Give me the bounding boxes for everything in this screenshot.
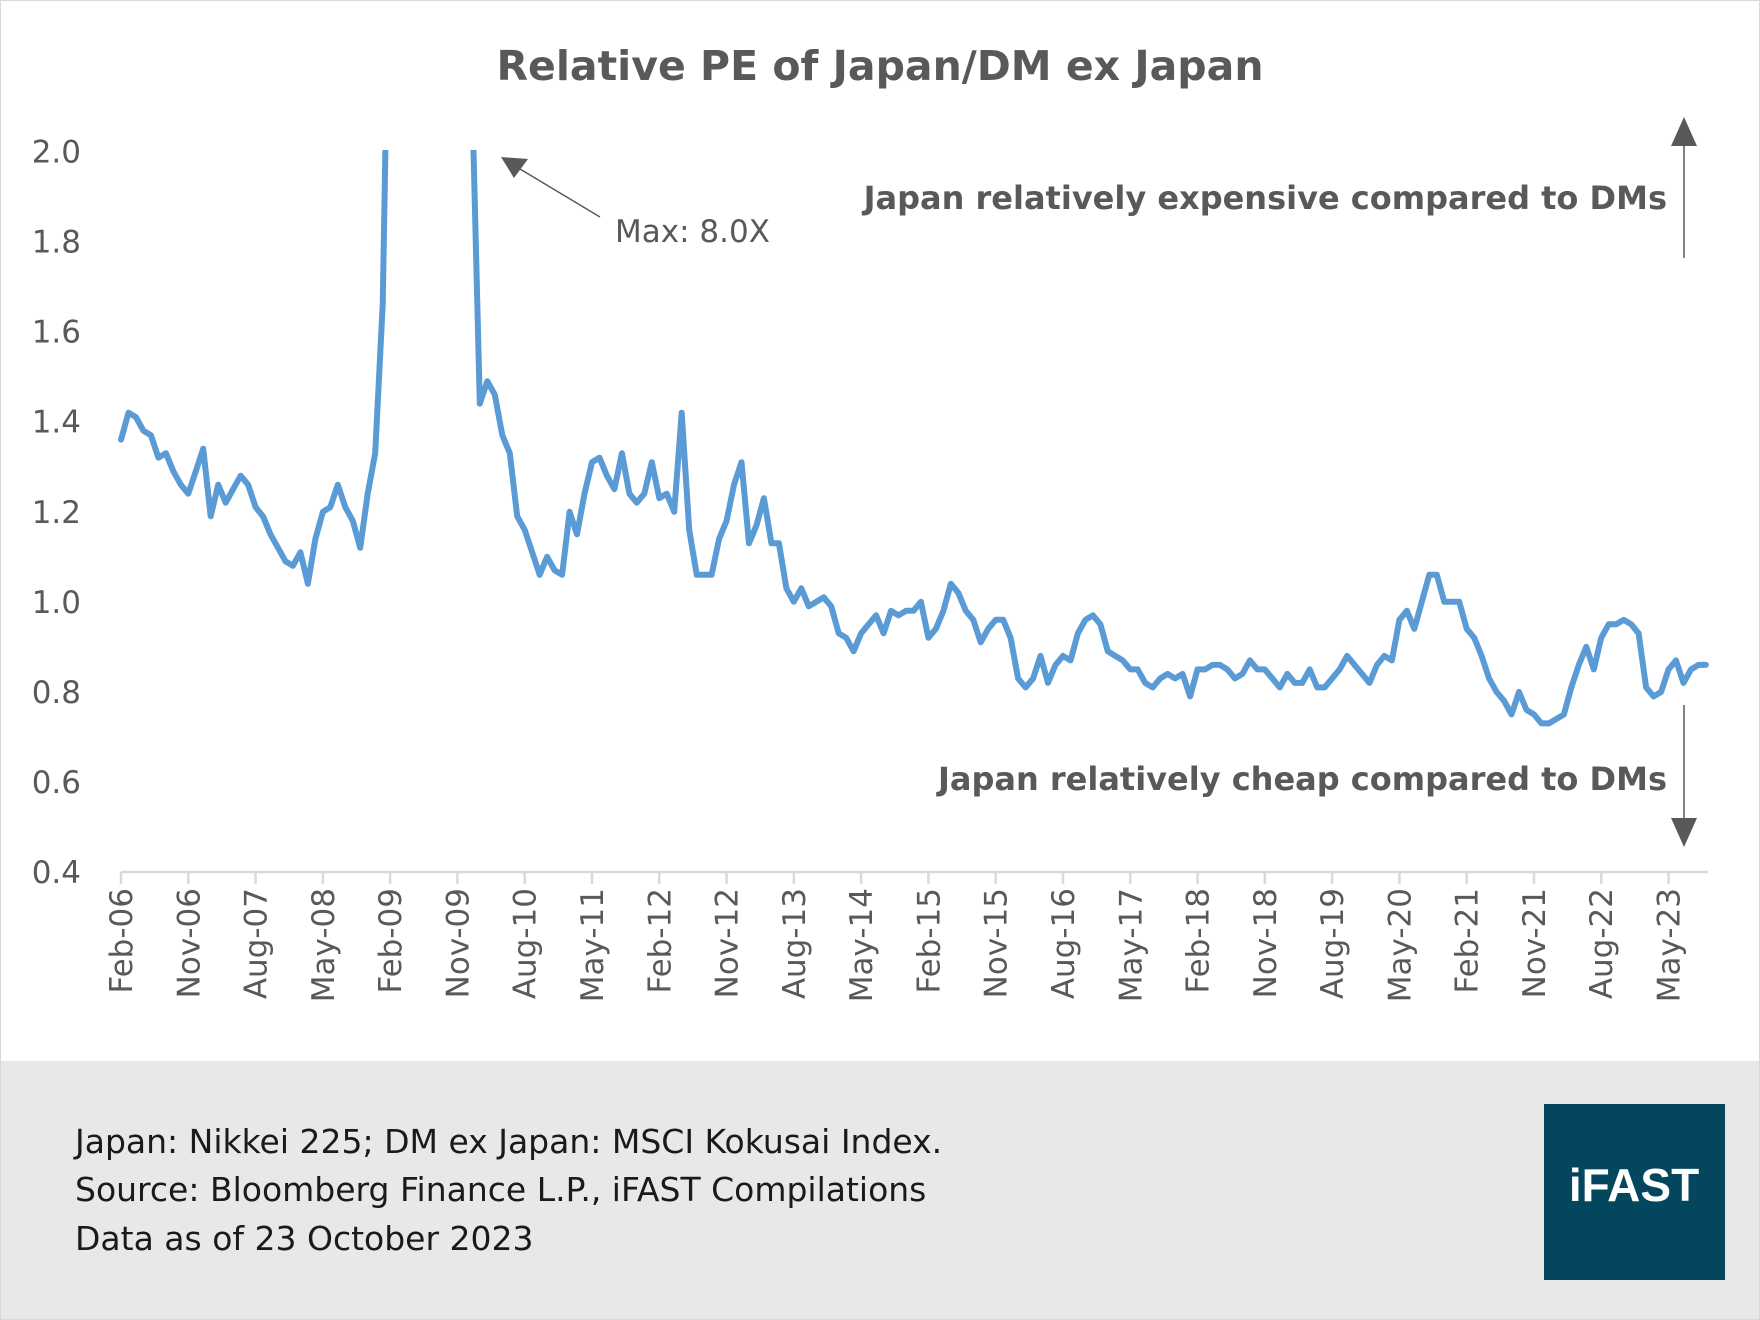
y-tick-label: 0.8 [32, 675, 81, 711]
ifast-logo: iFAST [1544, 1104, 1725, 1280]
down-arrow-icon [1671, 818, 1697, 847]
x-tick-label: Aug-16 [1046, 888, 1082, 999]
x-tick-label: Feb-09 [373, 888, 409, 994]
expensive-annotation: Japan relatively expensive compared to D… [862, 179, 1667, 217]
chart-title: Relative PE of Japan/DM ex Japan [496, 42, 1263, 90]
y-tick-label: 1.8 [32, 225, 81, 261]
y-tick-label: 1.2 [32, 495, 81, 531]
x-tick-label: Nov-15 [979, 888, 1015, 998]
x-tick-label: Nov-06 [171, 888, 207, 998]
x-tick-label: May-17 [1113, 888, 1149, 1002]
x-tick-label: Feb-06 [104, 888, 140, 994]
series-line-relative-pe [118, 150, 1709, 727]
y-tick-label: 1.4 [32, 405, 81, 441]
x-tick-label: Aug-22 [1584, 888, 1620, 999]
x-tick-label: Nov-12 [710, 888, 746, 998]
x-tick-label: Feb-21 [1450, 888, 1486, 994]
logo-text: iFAST [1569, 1159, 1699, 1211]
x-tick-label: Nov-18 [1248, 888, 1284, 998]
y-tick-label: 2.0 [32, 135, 81, 171]
x-tick-label: Nov-21 [1517, 888, 1553, 998]
footer-line-3: Data as of 23 October 2023 [75, 1219, 534, 1258]
x-tick-label: Aug-07 [239, 888, 275, 999]
x-tick-label: Aug-13 [777, 888, 813, 999]
x-tick-label: Feb-15 [911, 888, 947, 994]
x-tick-label: Feb-18 [1181, 888, 1217, 994]
y-tick-label: 0.4 [32, 855, 81, 891]
x-tick-label: May-20 [1382, 888, 1418, 1002]
cheap-annotation: Japan relatively cheap compared to DMs [936, 760, 1667, 798]
x-tick-label: Aug-10 [508, 888, 544, 999]
x-tick-label: Aug-19 [1315, 888, 1351, 999]
footer-line-2: Source: Bloomberg Finance L.P., iFAST Co… [75, 1170, 926, 1209]
max-annotation-label: Max: 8.0X [615, 214, 770, 250]
y-tick-label: 1.0 [32, 585, 81, 621]
x-tick-label: May-11 [575, 888, 611, 1002]
x-tick-label: Feb-12 [642, 888, 678, 994]
y-tick-label: 0.6 [32, 765, 81, 801]
max-annotation-arrowhead-icon [501, 157, 528, 178]
max-annotation-line [514, 165, 601, 218]
y-axis: 2.0 1.8 1.6 1.4 1.2 1.0 0.8 0.6 0.4 [32, 135, 81, 892]
x-tick-label: May-23 [1652, 888, 1688, 1002]
x-tick-label: May-14 [844, 888, 880, 1002]
x-axis: Feb-06 Nov-06 Aug-07 May-08 Feb-09 Nov-09 Aug-… [104, 870, 1708, 1002]
footer-line-1: Japan: Nikkei 225; DM ex Japan: MSCI Kok… [73, 1122, 942, 1161]
footer-band [1, 1061, 1759, 1319]
x-tick-label: Nov-09 [440, 888, 476, 998]
up-arrow-icon [1671, 117, 1697, 146]
y-tick-label: 1.6 [32, 315, 81, 351]
x-tick-label: May-08 [306, 888, 342, 1002]
